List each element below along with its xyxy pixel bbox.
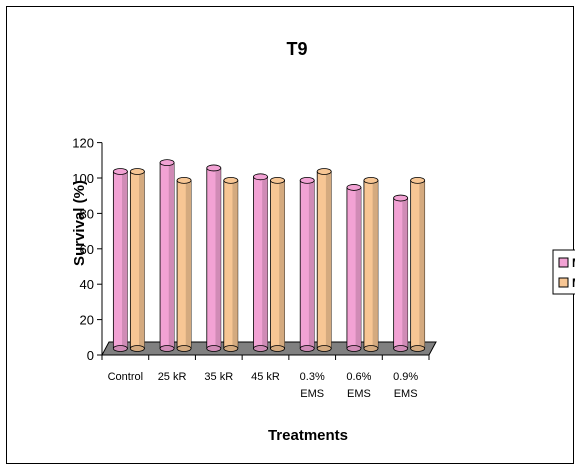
bar-m1 [253,173,268,352]
bar-m2 [316,168,332,352]
bar-base [316,345,332,352]
bar-base [410,345,426,352]
legend: M1M2 [552,249,575,295]
bar-chart: T9 Survival (%) Treatments 0 20 40 60 80 100 1… [71,39,575,444]
bar-m1 [393,194,409,352]
bar-m1 [299,176,315,352]
bar-top [206,164,222,172]
bar-base [270,345,285,352]
bar-m2 [223,176,239,352]
x-category-label: 0.6% [346,371,371,383]
bar-shade [325,171,332,349]
bar-m2 [129,168,145,352]
bar-base [223,345,239,352]
y-tick-label: 120 [72,136,94,151]
bar-shade [232,180,238,349]
bar-base [363,345,379,352]
x-category-label: 45 kR [251,371,280,383]
x-category-label: Control [108,371,143,383]
x-category-label: 25 kR [158,371,187,383]
bar-base [393,345,409,352]
x-category-label: 35 kR [204,371,233,383]
bar-base [112,345,128,352]
bar-shade [139,171,145,349]
bar-top [363,176,379,184]
bar-m1 [112,168,128,352]
bar-m1 [346,184,362,352]
bar-top [346,184,362,191]
bar-base [346,345,362,352]
chart-title: T9 [286,39,307,59]
bar-shade [308,180,315,349]
y-axis-title: Survival (%) [71,180,88,266]
bar-m2 [270,176,285,352]
bar-m1 [206,164,222,352]
bar-shade [279,180,285,349]
bar-top [112,168,128,175]
y-tick-label: 0 [87,348,94,363]
bar-base [253,345,268,352]
legend-swatch [558,257,569,268]
bar-base [159,345,175,352]
y-tick-label: 100 [72,171,94,186]
bar-shade [419,180,425,349]
bar-shade [355,187,361,349]
bar-top [176,176,192,184]
plot-area: 0 20 40 60 80 100 120 Control 25 kR 35 kR 45 kR 0.3… [72,136,437,400]
bar-top [223,176,239,184]
x-category-label: 0.3% [300,371,325,383]
bar-m2 [363,176,379,352]
chart-frame: T9 Survival (%) Treatments 0 20 40 60 80 100 1… [6,6,575,464]
y-tick-label: 40 [80,277,94,292]
bar-shade [402,198,408,349]
legend-label: M2 [572,276,575,290]
y-tick-label: 80 [80,206,94,221]
x-category-label: EMS [300,388,324,400]
bar-base [206,345,222,352]
bar-top [410,176,426,184]
bar-shade [122,171,128,349]
x-category-label: EMS [394,388,418,400]
bar-shade [372,180,378,349]
bar-base [129,345,145,352]
bar-top [316,168,332,175]
x-category-label: EMS [347,388,371,400]
bar-top [129,168,145,175]
y-tick-label: 20 [80,313,94,328]
bar-top [299,176,315,184]
bar-top [253,173,268,181]
y-tick-label: 60 [80,242,94,257]
bar-shade [168,162,175,349]
bar-top [159,159,175,167]
x-axis-title: Treatments [268,427,348,444]
bar-shade [215,167,221,349]
bar-shade [262,176,268,349]
bar-top [270,176,285,184]
bar-base [176,345,192,352]
x-category-label: 0.9% [393,371,418,383]
legend-label: M1 [572,256,575,270]
chart-floor [101,341,437,356]
bar-shade [185,180,192,349]
bar-top [393,194,409,202]
legend-swatch [558,277,569,288]
bar-m2 [176,176,192,352]
bar-m1 [159,159,175,352]
bar-m2 [410,176,426,352]
bar-base [299,345,315,352]
